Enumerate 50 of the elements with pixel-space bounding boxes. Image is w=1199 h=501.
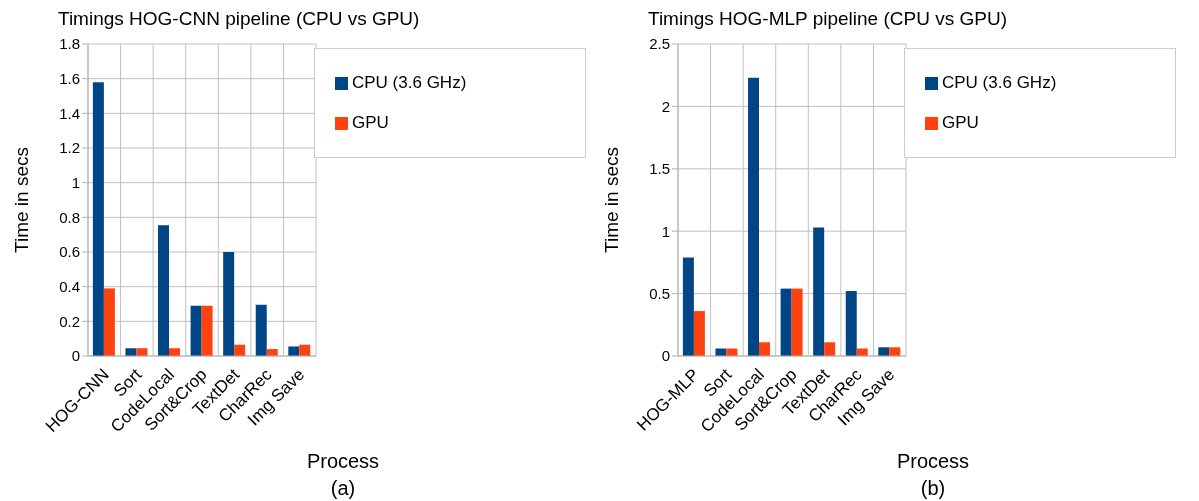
y-tick-label: 0.2 (59, 312, 80, 330)
legend-label: GPU (352, 113, 389, 132)
bar (201, 305, 213, 356)
legend-label: CPU (3.6 GHz) (942, 73, 1057, 92)
bar (223, 252, 235, 356)
bar (813, 227, 825, 356)
y-tick-label: 1 (661, 222, 670, 240)
y-axis-title: Time in secs (600, 147, 622, 253)
y-tick-label: 2 (661, 97, 670, 115)
bar (92, 82, 104, 356)
bar (288, 346, 300, 356)
y-tick-label: 1.6 (59, 69, 80, 87)
y-tick-label: 0.4 (59, 277, 80, 295)
text: (a) (329, 477, 357, 500)
bar (845, 291, 857, 356)
chart-title: Timings HOG-MLP pipeline (CPU vs GPU) (648, 8, 1008, 31)
y-tick-label: 1 (71, 173, 80, 191)
bar (759, 342, 771, 356)
bar (136, 348, 148, 356)
bar (158, 225, 170, 356)
bar (190, 305, 202, 356)
y-tick-label: 1.2 (59, 139, 80, 157)
bar (824, 342, 836, 356)
bar (878, 347, 890, 356)
x-axis-title: Process (305, 450, 381, 473)
y-tick-label: 0.6 (59, 243, 80, 261)
bar (255, 304, 267, 356)
legend-label: CPU (3.6 GHz) (352, 73, 467, 92)
y-tick-label: 1.4 (59, 104, 80, 122)
y-tick-label: 0 (661, 347, 670, 365)
y-tick-label: 2.5 (649, 35, 670, 53)
chart-title: Timings HOG-CNN pipeline (CPU vs GPU) (58, 8, 421, 31)
bar (693, 311, 705, 356)
bar (791, 288, 803, 356)
bar (169, 348, 181, 356)
y-tick-label: 0.8 (59, 208, 80, 226)
y-tick-label: 0 (71, 347, 80, 365)
text: (b) (919, 477, 947, 500)
bar (889, 347, 901, 356)
bar (682, 257, 694, 356)
bar (125, 348, 137, 356)
bar (780, 288, 792, 356)
y-tick-label: 0.5 (649, 284, 670, 302)
y-axis-title: Time in secs (10, 147, 32, 253)
x-axis-title: Process (895, 450, 971, 473)
bar (748, 77, 760, 356)
legend-label: GPU (942, 113, 979, 132)
y-tick-label: 1.5 (649, 160, 670, 178)
bar (103, 288, 115, 356)
y-tick-label: 1.8 (59, 35, 80, 53)
